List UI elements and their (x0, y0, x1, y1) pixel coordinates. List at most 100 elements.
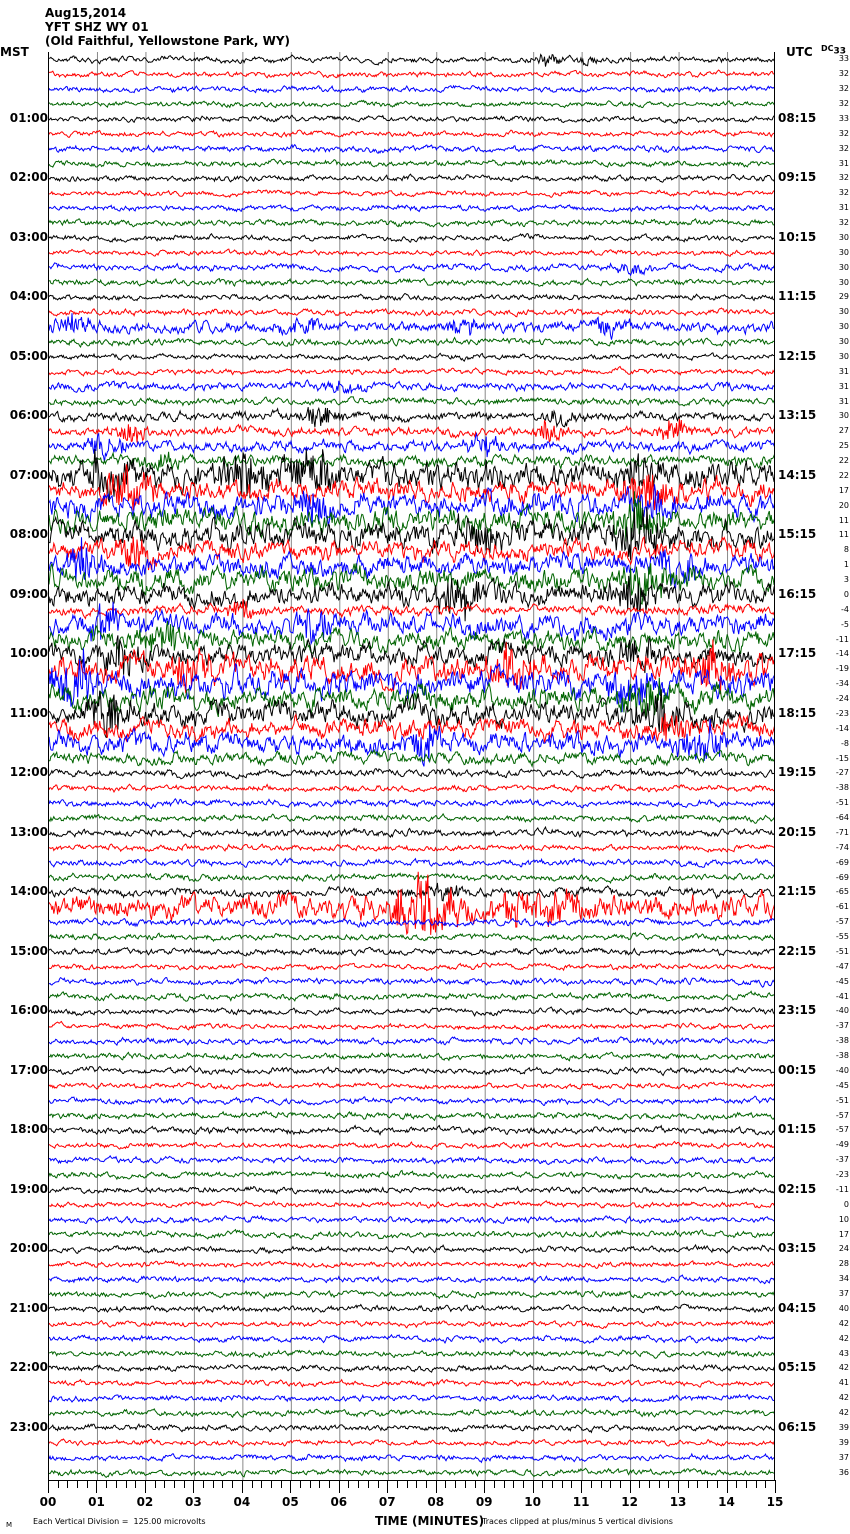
trace-line (49, 173, 774, 183)
dc-value: -38 (835, 1036, 849, 1046)
axis-tick-minor (86, 1480, 88, 1488)
axis-tick-minor (212, 1480, 214, 1488)
axis-tick-minor (707, 1480, 709, 1488)
dc-value: 32 (838, 173, 849, 183)
utc-hour-label: 13:15 (778, 408, 817, 423)
utc-hour-label: 09:15 (778, 170, 817, 185)
axis-tick-minor (183, 1480, 185, 1488)
dc-value: -37 (835, 1155, 849, 1165)
dc-value: 10 (838, 1214, 849, 1224)
trace-line (49, 307, 774, 318)
dc-value: 32 (838, 218, 849, 228)
axis-tick-minor (503, 1480, 505, 1488)
axis-tick-minor (125, 1480, 127, 1488)
header-date: Aug15,2014 (45, 6, 127, 20)
axis-tick-minor (736, 1480, 738, 1488)
axis-tick-minor (522, 1480, 524, 1488)
trace-line (49, 1006, 774, 1017)
mst-hour-label: 03:00 (9, 229, 48, 244)
trace-line (49, 69, 774, 79)
trace-line (49, 158, 774, 169)
utc-hour-label: 15:15 (778, 527, 817, 542)
axis-tick-label: 01 (88, 1495, 105, 1509)
axis-tick-minor (716, 1480, 718, 1488)
axis-tick-minor (668, 1480, 670, 1488)
dc-value: -23 (835, 1170, 849, 1180)
trace-line (49, 1408, 774, 1419)
axis-tick-minor (77, 1480, 79, 1488)
mst-hour-label: 04:00 (9, 289, 48, 304)
trace-line (49, 1169, 774, 1181)
axis-tick-minor (552, 1480, 554, 1488)
trace-line (49, 962, 774, 972)
dc-value: -11 (835, 1184, 849, 1194)
dc-value: 29 (838, 292, 849, 302)
mst-hour-label: 01:00 (9, 110, 48, 125)
dc-value: 1 (843, 560, 849, 570)
dc-value: -64 (835, 813, 849, 823)
axis-tick-minor (416, 1480, 418, 1488)
mst-hour-label: 23:00 (9, 1419, 48, 1434)
mst-hour-label: 14:00 (9, 884, 48, 899)
axis-tick-minor (174, 1480, 175, 1488)
trace-line (49, 129, 774, 139)
dc-value: 33 (838, 54, 849, 64)
axis-tick-minor (280, 1480, 282, 1488)
dc-value: 41 (838, 1378, 849, 1388)
trace-line (49, 379, 774, 395)
axis-tick-minor (755, 1480, 757, 1488)
axis-tick-minor (251, 1480, 253, 1488)
axis-tick-minor (367, 1480, 369, 1488)
utc-dc-axis: 33 32 32 32 33 08:15 32 32 31 32 09:15 32 31 32 30 10:1… (777, 0, 850, 1534)
axis-tick-label: 06 (330, 1495, 348, 1509)
trace-line (49, 620, 774, 655)
dc-value: 28 (838, 1259, 849, 1269)
axis-tick-label: 10 (524, 1495, 541, 1509)
dc-value: -37 (835, 1021, 849, 1031)
trace-line (49, 248, 774, 257)
dc-value: 17 (838, 485, 849, 495)
dc-value: 30 (838, 337, 849, 347)
axis-tick-minor (445, 1480, 447, 1488)
trace-line (49, 218, 774, 228)
dc-value: -61 (835, 902, 849, 912)
axis-tick-minor (590, 1480, 592, 1488)
axis-tick-minor (687, 1480, 689, 1488)
trace-line (49, 882, 774, 902)
axis-tick-minor (329, 1480, 331, 1488)
trace-line (49, 689, 774, 739)
utc-hour-label: 08:15 (778, 110, 817, 125)
dc-value: 22 (838, 456, 849, 466)
mst-hour-label: 05:00 (9, 348, 48, 363)
dc-value: -38 (835, 1051, 849, 1061)
axis-tick-minor (358, 1480, 360, 1488)
footer-corner-mark: M (6, 1521, 13, 1529)
seismogram-traces (49, 52, 774, 1480)
dc-value: 30 (838, 277, 849, 287)
axis-tick-label: 14 (718, 1495, 735, 1509)
axis-tick-minor (396, 1480, 398, 1488)
axis-tick-minor (542, 1480, 544, 1488)
mst-hour-label: 09:00 (9, 586, 48, 601)
utc-hour-label: 18:15 (778, 705, 817, 720)
dc-value: -55 (835, 932, 849, 942)
dc-value: 22 (838, 470, 849, 480)
mst-hour-label: 20:00 (9, 1241, 48, 1256)
axis-tick-minor (426, 1480, 428, 1488)
dc-value: -51 (835, 1095, 849, 1105)
axis-tick-minor (115, 1480, 117, 1488)
trace-line (49, 1214, 774, 1225)
axis-tick-minor (513, 1480, 515, 1488)
utc-hour-label: 16:15 (778, 586, 817, 601)
dc-value: 30 (838, 322, 849, 332)
trace-line (49, 1036, 774, 1047)
axis-tick-label: 13 (669, 1495, 687, 1509)
x-axis-title: TIME (MINUTES) (375, 1514, 485, 1528)
dc-value: -69 (835, 857, 849, 867)
trace-line (49, 1065, 774, 1077)
dc-value: 31 (838, 381, 849, 391)
trace-line (49, 1378, 774, 1388)
seismogram-plot[interactable] (48, 52, 775, 1480)
mst-hour-label: 10:00 (9, 646, 48, 661)
trace-line (49, 277, 774, 287)
